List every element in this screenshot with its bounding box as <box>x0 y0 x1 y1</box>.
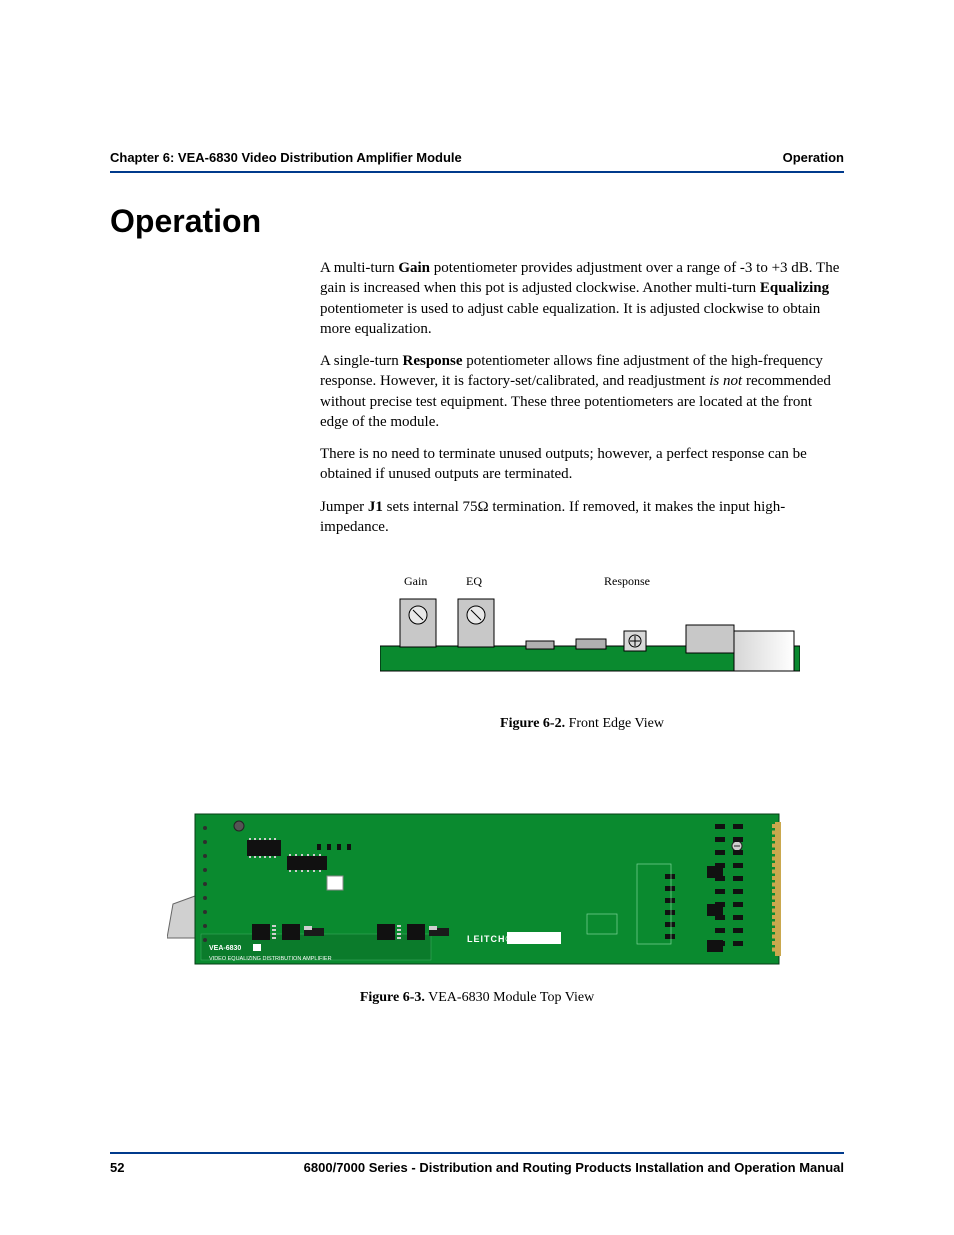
page-number: 52 <box>110 1160 124 1175</box>
figure-6-3: LEITCH® VEA-6830 VIDEO EQUALIZING DISTRIBU… <box>110 804 844 1006</box>
para-termination: There is no need to terminate unused out… <box>320 444 844 485</box>
fig62-diagram <box>380 591 800 681</box>
svg-text:VIDEO EQUALIZING DISTRIBUTION: VIDEO EQUALIZING DISTRIBUTION AMPLIFIER <box>209 956 332 962</box>
header-left: Chapter 6: VEA-6830 Video Distribution A… <box>110 150 462 165</box>
para-jumper: Jumper J1 sets internal 75Ω termination.… <box>320 497 844 538</box>
fig63-diagram: LEITCH® VEA-6830 VIDEO EQUALIZING DISTRIBU… <box>167 804 787 974</box>
emph-isnot: is not <box>709 373 742 389</box>
footer-title: 6800/7000 Series - Distribution and Rout… <box>304 1160 844 1175</box>
running-header: Chapter 6: VEA-6830 Video Distribution A… <box>110 150 844 173</box>
svg-text:LEITCH®: LEITCH® <box>467 934 513 944</box>
body-column: A multi-turn Gain potentiometer provides… <box>320 258 844 734</box>
fig63-caption: Figure 6-3. VEA-6830 Module Top View <box>110 990 844 1006</box>
term-j1: J1 <box>368 499 383 515</box>
term-equalizing: Equalizing <box>760 280 829 296</box>
term-gain: Gain <box>398 260 430 276</box>
figure-6-2: Gain EQ Response <box>380 573 800 681</box>
para-gain-eq: A multi-turn Gain potentiometer provides… <box>320 258 844 339</box>
para-response: A single-turn Response potentiometer all… <box>320 351 844 432</box>
fig62-label-eq: EQ <box>466 573 482 589</box>
page-title: Operation <box>110 203 844 240</box>
running-footer: 52 6800/7000 Series - Distribution and R… <box>110 1152 844 1175</box>
fig62-caption: Figure 6-2. Front Edge View <box>320 715 844 734</box>
fig62-label-gain: Gain <box>404 573 427 589</box>
header-right: Operation <box>783 150 844 165</box>
term-response: Response <box>403 353 463 369</box>
fig62-label-response: Response <box>604 573 650 589</box>
svg-text:VEA-6830: VEA-6830 <box>209 945 241 952</box>
